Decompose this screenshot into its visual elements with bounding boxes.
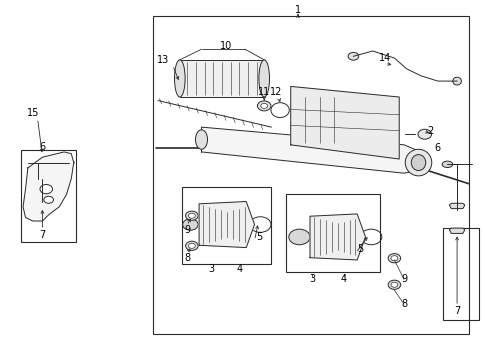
Text: 3: 3 [208,264,214,274]
Text: 8: 8 [183,253,190,263]
Text: 1: 1 [294,5,301,15]
Ellipse shape [258,60,269,97]
Circle shape [185,241,198,250]
Bar [21,150,76,242]
Ellipse shape [417,129,431,139]
Text: 9: 9 [400,275,406,285]
Polygon shape [34,201,50,207]
Ellipse shape [405,149,431,176]
Circle shape [390,256,397,261]
Bar [182,187,271,263]
Ellipse shape [257,101,271,111]
Polygon shape [23,152,74,221]
Ellipse shape [348,52,358,60]
Text: 8: 8 [400,299,406,309]
Polygon shape [201,127,420,173]
Circle shape [288,229,309,245]
Bar [180,60,264,97]
Ellipse shape [441,161,452,167]
Text: 4: 4 [237,264,242,274]
Text: 6: 6 [434,144,440,154]
Text: 15: 15 [27,108,39,118]
Polygon shape [290,86,398,159]
Text: 12: 12 [270,87,282,97]
Ellipse shape [195,130,207,149]
Circle shape [387,253,400,263]
Bar [285,195,379,272]
Circle shape [182,219,198,230]
Text: 4: 4 [340,275,346,285]
Text: 5: 5 [256,232,262,242]
Ellipse shape [452,77,460,85]
Circle shape [188,213,195,218]
Polygon shape [34,193,50,198]
Circle shape [40,185,52,194]
Polygon shape [449,203,464,208]
Text: 14: 14 [378,53,390,63]
Bar [442,228,478,320]
Text: 7: 7 [39,230,45,240]
Ellipse shape [174,60,185,97]
Text: 2: 2 [426,126,433,136]
Bar [153,16,468,335]
Text: 9: 9 [183,225,190,235]
Text: 5: 5 [357,244,363,254]
Text: 11: 11 [257,87,270,97]
Circle shape [390,282,397,287]
Text: 6: 6 [39,142,45,152]
Text: 10: 10 [219,41,231,51]
Ellipse shape [63,159,74,166]
Polygon shape [449,228,464,233]
Text: 3: 3 [309,275,315,285]
Circle shape [44,196,53,203]
Text: 13: 13 [156,55,169,65]
Circle shape [188,243,195,248]
Polygon shape [309,214,365,260]
Text: 7: 7 [453,306,459,316]
Circle shape [387,280,400,290]
Polygon shape [199,201,254,247]
Ellipse shape [410,155,425,171]
Circle shape [185,211,198,220]
Ellipse shape [260,104,267,109]
